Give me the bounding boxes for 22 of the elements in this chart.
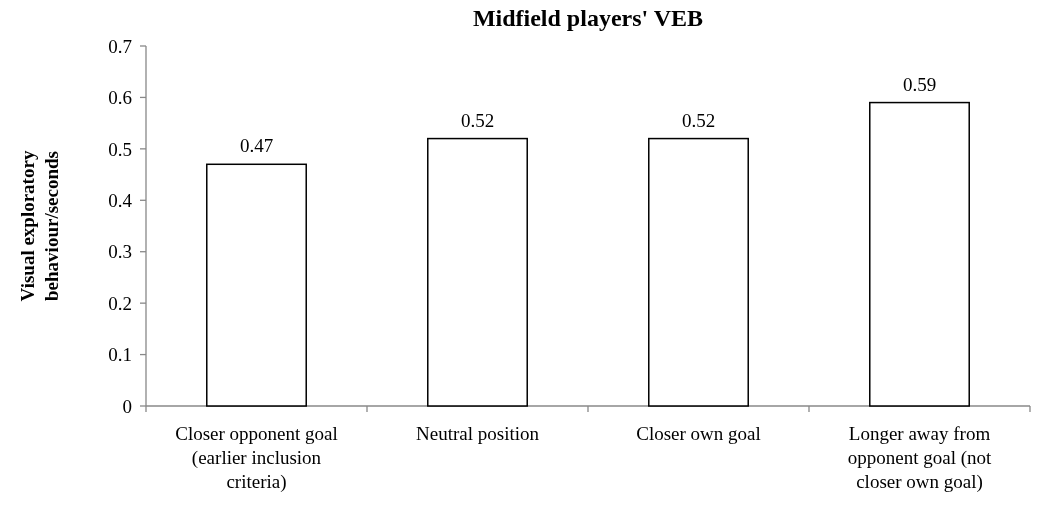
x-tick-label: Closer opponent goal (earlier inclusion criteria)	[175, 423, 338, 493]
bar	[206, 163, 307, 407]
bar	[427, 137, 528, 407]
y-tick-label: 0.4	[108, 189, 133, 211]
data-label: 0.52	[681, 109, 716, 131]
y-tick-label: 0.5	[108, 138, 132, 160]
bar	[648, 137, 749, 407]
y-tick-label: 0.6	[108, 87, 132, 109]
y-tick-label: 0.2	[108, 292, 132, 314]
data-label: 0.59	[902, 73, 937, 95]
y-tick-label: 0.7	[108, 35, 132, 57]
x-tick-label: Neutral position	[416, 423, 540, 444]
x-tick-label: Closer own goal	[636, 423, 761, 444]
y-tick-label: 0.1	[108, 344, 132, 366]
y-axis-title: Visual exploratory behaviour/seconds	[17, 150, 62, 302]
chart-title: Midfield players' VEB	[472, 5, 704, 31]
x-tick-label: Longer away from opponent goal (not closer own goal)	[847, 423, 992, 493]
y-tick-label: 0	[122, 395, 132, 417]
y-tick-label: 0.3	[108, 241, 132, 263]
bar	[869, 101, 970, 407]
data-label: 0.52	[460, 109, 495, 131]
data-label: 0.47	[239, 135, 274, 157]
